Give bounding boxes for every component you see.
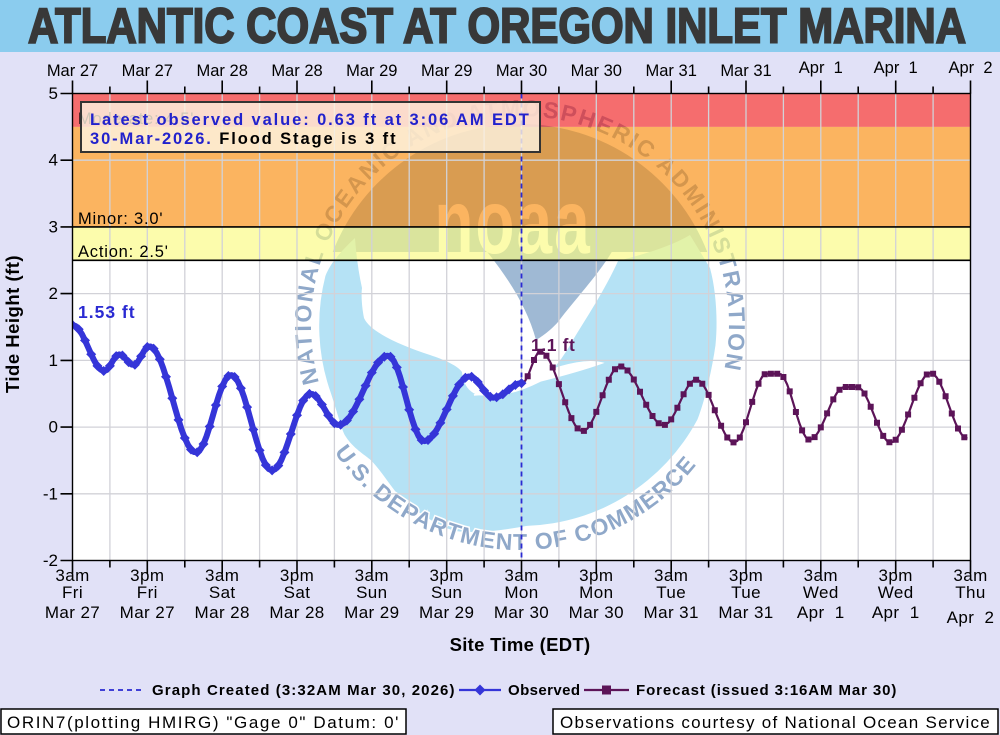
svg-text:ATLANTIC COAST AT OREGON INLET: ATLANTIC COAST AT OREGON INLET MARINA: [28, 0, 966, 54]
svg-text:Mar 28: Mar 28: [195, 603, 250, 622]
svg-text:Mar 27: Mar 27: [47, 62, 98, 80]
svg-text:Apr 2: Apr 2: [948, 59, 992, 77]
svg-text:3pm: 3pm: [430, 566, 464, 585]
svg-text:Mar 29: Mar 29: [421, 62, 472, 80]
svg-text:3pm: 3pm: [729, 566, 763, 585]
svg-text:Mar 30: Mar 30: [571, 62, 622, 80]
svg-text:Action: 2.5': Action: 2.5': [78, 243, 169, 261]
svg-text:0: 0: [49, 418, 58, 437]
svg-text:Sat: Sat: [284, 583, 311, 602]
svg-text:5: 5: [49, 84, 58, 103]
svg-text:3pm: 3pm: [879, 566, 913, 585]
svg-text:ORIN7(plotting HMIRG) "Gage 0": ORIN7(plotting HMIRG) "Gage 0" Datum: 0': [7, 713, 400, 732]
svg-text:3am: 3am: [205, 566, 239, 585]
svg-text:Mar 31: Mar 31: [720, 62, 771, 80]
svg-text:1: 1: [49, 351, 58, 370]
svg-text:Latest observed value: 0.63 ft: Latest observed value: 0.63 ft at 3:06 A…: [90, 111, 531, 129]
svg-text:3am: 3am: [55, 566, 89, 585]
svg-text:Graph Created (3:32AM Mar 30,: Graph Created (3:32AM Mar 30, 2026): [152, 682, 456, 699]
svg-text:Fri: Fri: [137, 583, 158, 602]
svg-text:Mar 30: Mar 30: [494, 603, 549, 622]
svg-text:3: 3: [49, 217, 58, 236]
svg-text:Mar 27: Mar 27: [122, 62, 173, 80]
svg-text:-2: -2: [43, 551, 58, 570]
svg-text:3am: 3am: [355, 566, 389, 585]
svg-text:3pm: 3pm: [579, 566, 613, 585]
svg-text:Apr 1: Apr 1: [797, 603, 845, 622]
svg-text:Sat: Sat: [209, 583, 236, 602]
svg-text:Sun: Sun: [431, 583, 462, 602]
svg-text:Mar 28: Mar 28: [271, 62, 322, 80]
svg-text:1.53 ft: 1.53 ft: [78, 302, 136, 322]
svg-text:Mar 28: Mar 28: [269, 603, 324, 622]
svg-text:3pm: 3pm: [130, 566, 164, 585]
svg-text:Mon: Mon: [579, 583, 613, 602]
svg-text:Observations courtesy of Natio: Observations courtesy of National Ocean …: [560, 713, 991, 732]
svg-text:Mar 29: Mar 29: [419, 603, 474, 622]
svg-text:Mar 27: Mar 27: [45, 603, 100, 622]
svg-text:Site Time (EDT): Site Time (EDT): [450, 634, 591, 655]
svg-text:Mar 31: Mar 31: [644, 603, 699, 622]
svg-text:Fri: Fri: [62, 583, 83, 602]
svg-text:Wed: Wed: [803, 583, 839, 602]
svg-text:Tue: Tue: [656, 583, 686, 602]
svg-text:3am: 3am: [953, 566, 987, 585]
svg-text:3am: 3am: [504, 566, 538, 585]
svg-text:Wed: Wed: [878, 583, 914, 602]
svg-text:-1: -1: [43, 484, 58, 503]
svg-text:Sun: Sun: [356, 583, 387, 602]
svg-text:1.1 ft: 1.1 ft: [531, 335, 575, 355]
svg-text:Minor: 3.0': Minor: 3.0': [78, 210, 163, 228]
svg-text:Mar 27: Mar 27: [120, 603, 175, 622]
svg-text:Apr 1: Apr 1: [872, 603, 920, 622]
svg-text:3am: 3am: [654, 566, 688, 585]
svg-text:Tide Height (ft): Tide Height (ft): [2, 255, 23, 393]
svg-text:Tue: Tue: [731, 583, 761, 602]
svg-text:Mar 31: Mar 31: [718, 603, 773, 622]
svg-text:Mar 30: Mar 30: [569, 603, 624, 622]
svg-text:Mar 28: Mar 28: [197, 62, 248, 80]
svg-text:Forecast (issued 3:16AM Mar 30: Forecast (issued 3:16AM Mar 30): [636, 682, 897, 699]
svg-text:Observed: Observed: [508, 682, 580, 699]
svg-text:Mar 29: Mar 29: [344, 603, 399, 622]
svg-text:Thu: Thu: [955, 583, 986, 602]
svg-text:30-Mar-2026. Flood Stage is 3: 30-Mar-2026. Flood Stage is 3 ft: [90, 130, 397, 148]
svg-text:Apr 1: Apr 1: [874, 59, 918, 77]
svg-text:Mon: Mon: [504, 583, 538, 602]
svg-text:3pm: 3pm: [280, 566, 314, 585]
svg-text:Mar 31: Mar 31: [646, 62, 697, 80]
svg-text:2: 2: [49, 284, 58, 303]
svg-text:Mar 29: Mar 29: [346, 62, 397, 80]
svg-text:Mar 30: Mar 30: [496, 62, 547, 80]
svg-text:4: 4: [49, 151, 58, 170]
svg-text:3am: 3am: [804, 566, 838, 585]
svg-text:Apr 1: Apr 1: [799, 59, 843, 77]
svg-text:Apr 2: Apr 2: [947, 608, 995, 627]
